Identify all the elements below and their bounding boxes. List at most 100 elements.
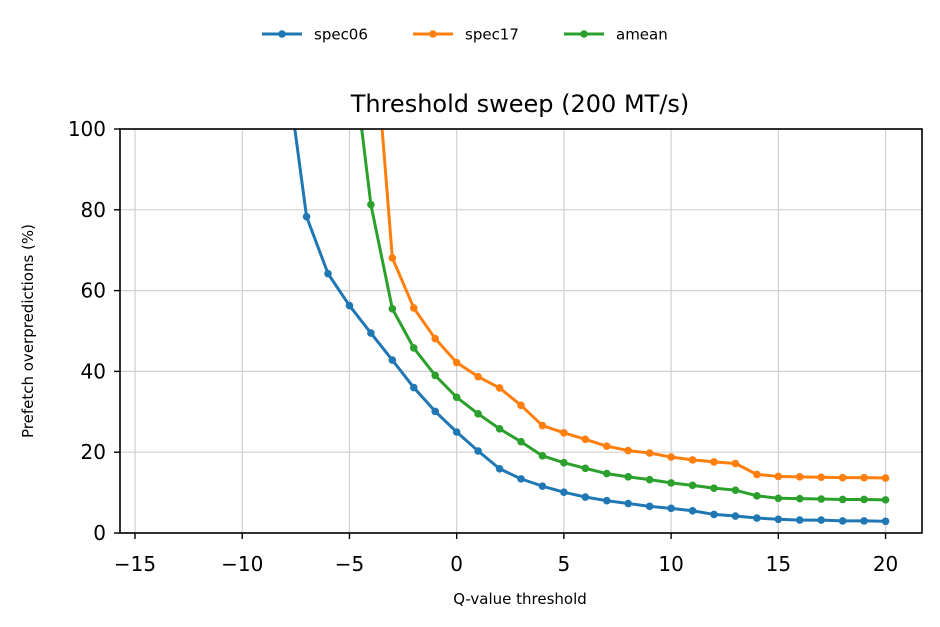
data-point-spec06	[667, 504, 675, 513]
data-point-spec06	[838, 517, 847, 525]
data-point-spec06	[731, 512, 740, 520]
chart-title: Threshold sweep (200 MT/s)	[350, 90, 690, 118]
data-point-spec06	[881, 517, 890, 526]
data-point-spec17	[581, 435, 590, 444]
series-line-spec06	[293, 129, 886, 523]
data-point-amean	[688, 481, 697, 490]
data-point-spec06	[495, 464, 504, 473]
data-point-amean	[581, 464, 590, 473]
data-point-spec06	[560, 488, 568, 496]
data-point-amean	[838, 495, 847, 504]
x-tick-label: 10	[658, 552, 683, 576]
x-tick-label: 5	[558, 552, 571, 576]
data-point-spec17	[452, 358, 461, 367]
grid	[120, 128, 922, 534]
data-point-spec17	[688, 456, 697, 464]
x-tick-label: 0	[450, 552, 463, 576]
series-spec17	[380, 129, 890, 482]
series-layer	[293, 129, 890, 526]
plot-frame	[119, 128, 923, 534]
data-point-spec17	[431, 334, 440, 343]
data-point-amean	[388, 304, 397, 313]
legend-label: amean	[616, 26, 668, 44]
data-point-spec06	[345, 301, 354, 310]
data-point-spec06	[795, 516, 804, 524]
data-point-spec17	[388, 254, 397, 262]
data-point-spec17	[753, 470, 761, 479]
data-point-amean	[474, 410, 482, 418]
x-axis: −15 −10 −5 0 5 10 15 20	[114, 533, 898, 576]
series-line-spec17	[380, 129, 886, 480]
data-point-spec06	[302, 212, 311, 221]
data-point-amean	[495, 424, 504, 433]
data-point-amean	[795, 494, 804, 503]
data-point-spec17	[624, 446, 633, 455]
data-point-spec17	[667, 453, 675, 461]
data-point-spec06	[817, 516, 826, 524]
y-tick-label: 80	[81, 198, 106, 222]
data-point-spec06	[324, 269, 332, 278]
data-point-amean	[731, 486, 740, 494]
data-point-spec06	[581, 493, 590, 501]
data-point-spec06	[517, 475, 525, 483]
data-point-spec17	[817, 473, 826, 482]
data-point-spec06	[710, 510, 718, 519]
legend-swatch-marker	[429, 30, 437, 38]
data-point-spec06	[474, 447, 482, 455]
y-axis-label: Prefetch overpredictions (%)	[19, 224, 37, 438]
data-point-spec06	[624, 499, 633, 508]
legend-swatch-marker	[278, 30, 286, 38]
x-tick-label: −10	[221, 552, 263, 576]
data-point-spec06	[645, 502, 654, 511]
data-point-spec17	[795, 473, 804, 481]
data-point-spec06	[452, 428, 461, 436]
data-point-spec17	[409, 304, 418, 312]
data-point-spec06	[774, 515, 783, 524]
data-point-amean	[860, 495, 868, 504]
data-point-spec17	[645, 449, 654, 457]
data-point-spec17	[838, 473, 847, 482]
data-point-spec06	[367, 329, 375, 337]
x-tick-label: 15	[766, 552, 791, 576]
data-point-amean	[817, 495, 826, 503]
data-point-spec06	[860, 517, 868, 525]
data-point-spec17	[710, 458, 718, 466]
data-point-spec17	[538, 421, 547, 430]
data-point-amean	[753, 492, 761, 500]
data-point-spec17	[560, 429, 568, 437]
data-point-spec06	[602, 496, 611, 505]
data-point-spec17	[860, 473, 868, 482]
x-axis-label: Q-value threshold	[453, 590, 587, 608]
legend-swatch-marker	[580, 30, 588, 38]
data-point-amean	[624, 473, 633, 481]
data-point-amean	[710, 484, 718, 492]
data-point-amean	[774, 494, 783, 503]
x-tick-label: −5	[335, 552, 364, 576]
y-tick-label: 40	[81, 359, 106, 383]
data-point-amean	[667, 479, 675, 487]
data-point-spec17	[774, 472, 783, 481]
data-point-spec17	[474, 372, 482, 381]
data-point-spec06	[388, 356, 397, 364]
data-point-spec06	[409, 383, 418, 392]
data-point-spec06	[753, 514, 761, 522]
data-point-spec06	[431, 407, 440, 416]
data-point-spec17	[731, 459, 740, 468]
series-spec06	[293, 129, 890, 526]
data-point-amean	[409, 344, 418, 352]
data-point-spec17	[517, 401, 525, 410]
y-tick-label: 100	[68, 117, 106, 141]
legend-label: spec17	[465, 26, 519, 44]
y-tick-label: 20	[81, 440, 106, 464]
x-tick-label: −15	[114, 552, 156, 576]
legend-item-amean: amean	[564, 26, 668, 44]
data-point-amean	[645, 475, 654, 484]
legend: spec06 spec17 amean	[262, 26, 668, 44]
data-point-amean	[452, 393, 461, 402]
data-point-amean	[881, 496, 890, 504]
data-point-spec06	[688, 506, 697, 515]
data-point-amean	[517, 437, 525, 446]
x-tick-label: 20	[873, 552, 898, 576]
data-point-amean	[560, 458, 568, 467]
